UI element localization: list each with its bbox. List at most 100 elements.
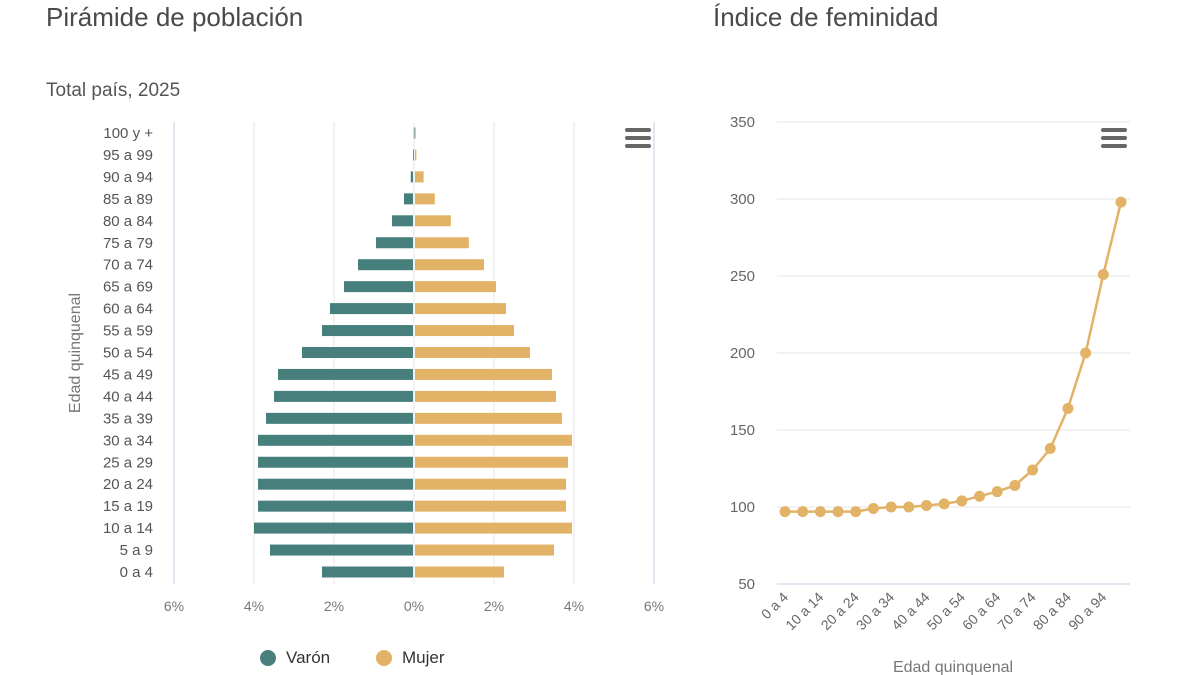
pyramid-y-tick-label: 90 a 94 xyxy=(103,169,153,186)
female-legend-swatch xyxy=(376,650,392,666)
female-bar xyxy=(415,390,556,402)
femininity-x-axis-label: Edad quinquenal xyxy=(893,659,1013,675)
femininity-data-point xyxy=(1062,402,1074,414)
pyramid-x-tick-label: 2% xyxy=(484,598,504,614)
femininity-data-point xyxy=(956,495,968,507)
female-bar xyxy=(415,259,484,271)
male-bar xyxy=(413,127,415,139)
pyramid-y-tick-label: 95 a 99 xyxy=(103,147,153,164)
femininity-series-line xyxy=(785,201,1123,513)
male-bar xyxy=(358,259,413,271)
male-bar xyxy=(258,456,413,468)
femininity-y-tick-label: 50 xyxy=(738,576,755,593)
pyramid-y-tick-label: 55 a 59 xyxy=(103,323,153,340)
female-bar xyxy=(415,500,566,512)
male-bar xyxy=(322,325,413,337)
femininity-data-point xyxy=(797,506,809,518)
pyramid-x-tick-label: 4% xyxy=(244,598,264,614)
pyramid-y-tick-label: 0 a 4 xyxy=(120,564,153,581)
pyramid-menu-icon[interactable] xyxy=(625,128,651,150)
female-bar xyxy=(415,215,451,227)
pyramid-y-tick-label: 75 a 79 xyxy=(103,235,153,252)
femininity-data-point xyxy=(1009,479,1021,491)
femininity-data-point xyxy=(814,506,826,518)
female-legend-label: Mujer xyxy=(402,648,445,667)
male-bar xyxy=(266,412,413,424)
male-bar xyxy=(258,434,413,446)
male-bar xyxy=(330,303,413,315)
female-bar xyxy=(415,368,552,380)
pyramid-y-tick-label: 80 a 84 xyxy=(103,213,153,230)
pyramid-y-tick-label: 30 a 34 xyxy=(103,432,153,449)
femininity-data-point xyxy=(974,490,986,502)
femininity-x-tick-label: 10 a 14 xyxy=(782,589,826,633)
pyramid-y-tick-label: 70 a 74 xyxy=(103,257,153,274)
male-bar xyxy=(404,193,413,205)
femininity-x-tick-label: 40 a 44 xyxy=(888,589,932,633)
pyramid-subtitle: Total país, 2025 xyxy=(46,80,181,101)
femininity-data-point xyxy=(779,506,791,518)
femininity-x-tick-label: 90 a 94 xyxy=(1065,589,1109,633)
pyramid-y-tick-label: 100 y + xyxy=(103,125,153,142)
male-bar xyxy=(376,237,413,249)
female-bar xyxy=(415,478,566,490)
male-legend-swatch xyxy=(260,650,276,666)
femininity-data-point xyxy=(867,503,879,515)
femininity-data-point xyxy=(938,498,950,510)
pyramid-x-tick-label: 6% xyxy=(644,598,664,614)
male-bar xyxy=(258,478,413,490)
pyramid-y-axis-label: Edad quinquenal xyxy=(67,293,84,413)
femininity-x-tick-label: 30 a 34 xyxy=(853,589,897,633)
pyramid-x-tick-label: 4% xyxy=(564,598,584,614)
pyramid-y-tick-label: 40 a 44 xyxy=(103,388,153,405)
pyramid-y-tick-label: 50 a 54 xyxy=(103,345,153,362)
femininity-menu-icon[interactable] xyxy=(1101,128,1127,150)
female-bar xyxy=(415,193,435,205)
female-bar xyxy=(415,566,504,578)
pyramid-y-tick-label: 25 a 29 xyxy=(103,454,153,471)
pyramid-x-tick-label: 6% xyxy=(164,598,184,614)
pyramid-y-tick-label: 45 a 49 xyxy=(103,366,153,383)
pyramid-title: Pirámide de población xyxy=(46,2,304,32)
female-bar xyxy=(415,281,496,293)
femininity-title: Índice de feminidad xyxy=(713,2,939,32)
femininity-y-tick-label: 300 xyxy=(730,191,755,208)
femininity-data-point xyxy=(885,501,897,513)
pyramid-y-tick-label: 65 a 69 xyxy=(103,279,153,296)
femininity-y-tick-label: 350 xyxy=(730,114,755,131)
femininity-x-tick-label: 50 a 54 xyxy=(924,589,968,633)
female-bar xyxy=(415,127,416,139)
male-legend-label: Varón xyxy=(286,648,331,667)
male-bar xyxy=(274,390,413,402)
male-bar xyxy=(302,347,413,358)
femininity-data-point xyxy=(1080,347,1092,359)
female-bar xyxy=(415,412,562,424)
female-bar xyxy=(415,149,417,161)
femininity-data-point xyxy=(1097,268,1109,280)
femininity-data-point xyxy=(920,499,932,511)
female-bar xyxy=(415,456,568,468)
femininity-y-tick-label: 150 xyxy=(730,422,755,439)
pyramid-y-tick-label: 10 a 14 xyxy=(103,520,153,537)
male-bar xyxy=(413,149,414,161)
femininity-x-tick-label: 80 a 84 xyxy=(1030,589,1074,633)
female-bar xyxy=(415,303,506,315)
femininity-data-point xyxy=(1044,442,1056,454)
legend-item-female[interactable]: Mujer xyxy=(376,648,445,668)
female-bar xyxy=(415,347,530,358)
female-bar xyxy=(415,522,572,534)
male-bar xyxy=(258,500,413,512)
legend-item-male[interactable]: Varón xyxy=(260,648,330,668)
femininity-data-point xyxy=(903,501,915,513)
pyramid-x-tick-label: 0% xyxy=(404,598,424,614)
male-bar xyxy=(392,215,413,227)
female-bar xyxy=(415,171,424,183)
femininity-x-tick-label: 60 a 64 xyxy=(959,589,1003,633)
male-bar xyxy=(410,171,413,183)
pyramid-y-tick-label: 85 a 89 xyxy=(103,191,153,208)
femininity-x-tick-label: 70 a 74 xyxy=(994,589,1038,633)
male-bar xyxy=(270,544,413,556)
femininity-data-point xyxy=(1027,464,1039,476)
pyramid-y-tick-label: 15 a 19 xyxy=(103,498,153,515)
